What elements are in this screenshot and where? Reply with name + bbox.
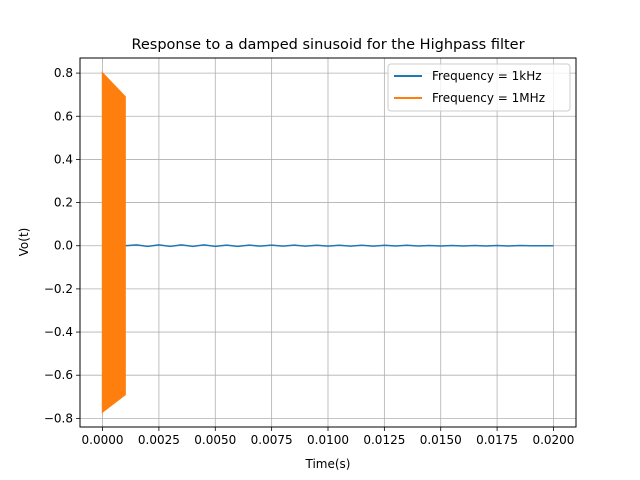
y-axis-ticks: −0.8 −0.6 −0.4 −0.2 0.0 0.2 0.4 0.6 0.8 (44, 66, 80, 425)
y-tick-label: −0.2 (44, 282, 73, 296)
plot-series (101, 71, 554, 414)
y-tick-label: −0.6 (44, 368, 73, 382)
legend: Frequency = 1kHz Frequency = 1MHz (387, 63, 571, 112)
y-tick-label: 0.4 (54, 152, 73, 166)
x-tick-label: 0.0125 (363, 433, 405, 447)
x-tick-label: 0.0050 (194, 433, 236, 447)
y-tick-label: 0.2 (54, 196, 73, 210)
legend-entry-label: Frequency = 1MHz (432, 91, 545, 105)
legend-box (387, 63, 571, 112)
legend-entry-label: Frequency = 1kHz (432, 69, 542, 83)
chart-title: Response to a damped sinusoid for the Hi… (131, 37, 524, 53)
x-axis-ticks: 0.0000 0.0025 0.0050 0.0075 0.0100 0.0125 0.01… (82, 427, 574, 447)
y-tick-label: 0.0 (54, 239, 73, 253)
y-tick-label: 0.8 (54, 66, 73, 80)
x-tick-label: 0.0150 (420, 433, 462, 447)
y-tick-label: −0.8 (44, 411, 73, 425)
series-1mhz-band (101, 71, 126, 414)
y-tick-label: 0.6 (54, 109, 73, 123)
x-tick-label: 0.0000 (82, 433, 124, 447)
x-tick-label: 0.0075 (251, 433, 293, 447)
y-axis-label: Vo(t) (17, 228, 31, 257)
x-tick-label: 0.0175 (476, 433, 518, 447)
x-axis-label: Time(s) (305, 457, 351, 471)
x-tick-label: 0.0100 (307, 433, 349, 447)
y-tick-label: −0.4 (44, 325, 73, 339)
x-tick-label: 0.0025 (138, 433, 180, 447)
series-1khz-line (125, 244, 554, 248)
x-tick-label: 0.0200 (532, 433, 574, 447)
